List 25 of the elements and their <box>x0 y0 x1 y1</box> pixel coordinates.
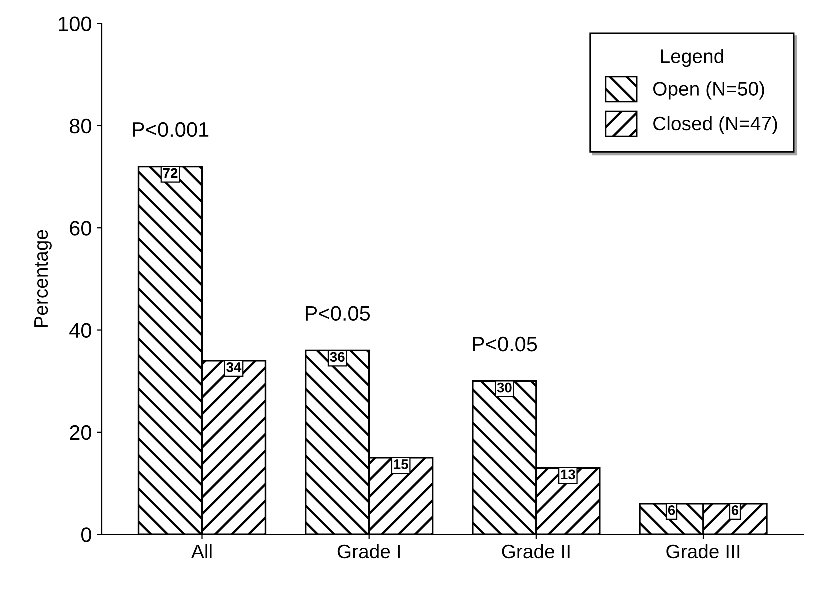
legend-label: Closed (N=47) <box>654 116 778 134</box>
y-tick-label: 40 <box>70 323 92 338</box>
data-label: 6 <box>668 506 676 516</box>
y-tick-label: 100 <box>59 16 92 32</box>
y-tick-label: 80 <box>70 118 92 134</box>
data-label: 6 <box>732 506 739 516</box>
x-tick-label: Grade III <box>666 544 740 559</box>
x-tick-label: Grade I <box>338 544 400 559</box>
legend-title: Legend <box>661 49 724 68</box>
y-tick-label: 20 <box>70 425 92 440</box>
y-tick-label: 0 <box>82 528 92 542</box>
data-label: 13 <box>561 470 576 480</box>
y-axis-title: Percentage <box>34 230 52 328</box>
annotation: P<0.001 <box>133 122 209 138</box>
x-tick-label: Grade II <box>502 544 570 559</box>
data-label: 72 <box>163 168 178 178</box>
annotation: P<0.05 <box>306 306 370 322</box>
data-label: 15 <box>394 460 408 470</box>
data-label: 34 <box>226 362 242 372</box>
legend-label: Open (N=50) <box>654 82 764 100</box>
data-label: 30 <box>497 382 512 393</box>
x-tick-label: All <box>191 544 212 558</box>
data-label: 36 <box>330 352 345 362</box>
y-tick-label: 60 <box>70 221 92 236</box>
annotation: P<0.05 <box>473 336 538 352</box>
